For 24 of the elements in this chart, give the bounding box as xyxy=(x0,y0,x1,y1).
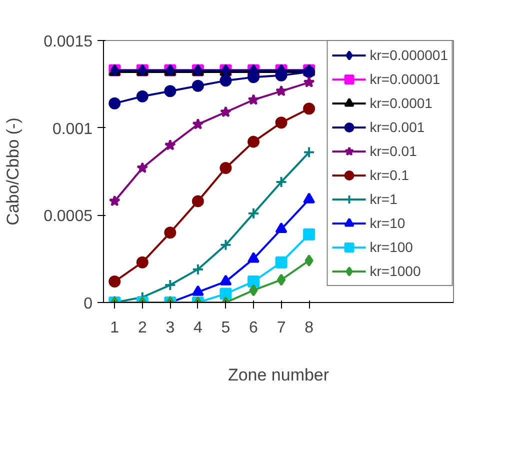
legend-label: kr=0.001 xyxy=(370,119,425,135)
legend-label: kr=1 xyxy=(370,191,398,207)
legend-label: kr=0.0001 xyxy=(370,95,432,111)
legend-label: kr=0.01 xyxy=(370,143,417,159)
y-axis-title: Cabo/Cbbo (-) xyxy=(4,118,23,226)
y-tick-label: 0.0005 xyxy=(44,208,93,226)
legend-label: kr=0.000001 xyxy=(370,47,448,63)
y-tick-label: 0 xyxy=(84,296,93,312)
x-tick-label: 8 xyxy=(304,320,314,336)
y-tick-label: 0.001 xyxy=(52,120,93,138)
x-tick-label: 7 xyxy=(276,320,286,336)
legend-label: kr=10 xyxy=(370,215,406,231)
y-tick-label: 0.0015 xyxy=(44,34,93,50)
legend-label: kr=1000 xyxy=(370,263,421,279)
x-tick-label: 6 xyxy=(249,320,258,336)
x-tick-label: 5 xyxy=(221,320,230,336)
legend-label: kr=0.00001 xyxy=(370,71,440,87)
x-tick-label: 4 xyxy=(193,320,202,336)
x-axis-title: Zone number xyxy=(228,366,330,384)
legend-label: kr=0.1 xyxy=(370,167,410,183)
x-tick-label: 3 xyxy=(166,320,175,336)
x-tick-label: 1 xyxy=(110,320,120,336)
legend-label: kr=100 xyxy=(370,239,413,255)
x-tick-label: 2 xyxy=(138,320,147,336)
